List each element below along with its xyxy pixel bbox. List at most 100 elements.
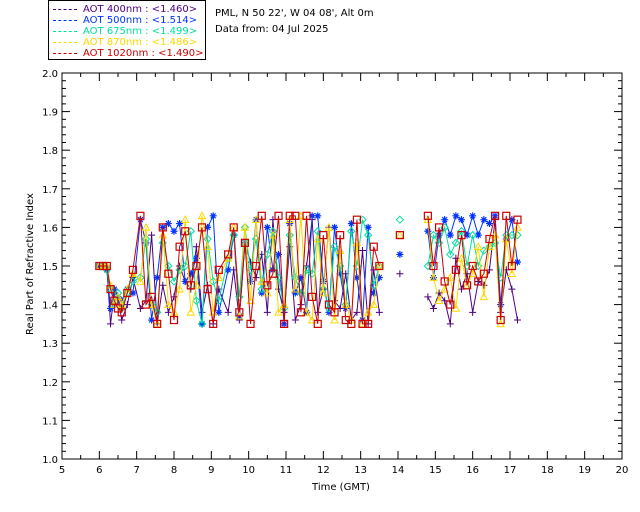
data-point — [106, 285, 115, 294]
legend-label: AOT 870nm : <1.486> — [83, 37, 198, 48]
data-point — [152, 319, 162, 328]
data-point — [169, 277, 179, 286]
data-point — [318, 288, 328, 297]
data-point — [353, 274, 361, 282]
data-point — [375, 308, 383, 316]
data-point — [462, 280, 472, 289]
data-point — [291, 273, 300, 282]
data-point — [352, 238, 362, 247]
y-tick-label: 1.7 — [42, 185, 58, 196]
data-point — [451, 238, 461, 248]
data-point — [352, 215, 362, 224]
data-point — [347, 220, 355, 228]
x-tick-label: 5 — [59, 465, 65, 476]
data-point — [347, 319, 356, 328]
data-point — [502, 211, 511, 220]
data-point — [369, 300, 379, 308]
data-point — [107, 320, 115, 328]
data-point — [175, 284, 184, 293]
data-point — [480, 216, 488, 224]
data-point — [462, 281, 472, 290]
data-point — [285, 230, 294, 240]
data-point — [429, 304, 437, 312]
data-point — [485, 220, 493, 228]
data-point — [330, 242, 339, 251]
data-point — [117, 308, 126, 317]
series-line — [427, 215, 518, 321]
data-point — [240, 238, 250, 247]
x-tick-label: 17 — [504, 465, 517, 476]
data-point — [175, 242, 184, 251]
data-point — [468, 230, 477, 240]
data-point — [341, 300, 351, 308]
data-point — [395, 215, 405, 224]
legend-line-icon — [53, 19, 77, 21]
data-point — [501, 234, 511, 243]
data-point — [110, 296, 119, 305]
data-point — [164, 308, 172, 316]
legend-line-icon — [53, 41, 77, 43]
x-tick-label: 10 — [242, 465, 255, 476]
x-tick-label: 9 — [208, 465, 214, 476]
date-label: Data from: 04 Jul 2025 — [215, 24, 329, 35]
data-point — [164, 300, 173, 308]
legend-label: AOT 1020nm : <1.490> — [83, 48, 204, 59]
data-point — [268, 230, 278, 239]
data-point — [223, 254, 233, 263]
data-point — [240, 222, 250, 231]
x-tick-label: 13 — [354, 465, 367, 476]
data-point — [353, 308, 361, 316]
data-point — [186, 307, 196, 316]
data-point — [263, 308, 271, 316]
legend-line-icon — [53, 8, 77, 10]
data-point — [275, 250, 283, 258]
data-point — [457, 227, 466, 236]
data-point — [479, 292, 489, 301]
data-point — [434, 223, 444, 232]
data-point — [496, 315, 505, 325]
x-tick-label: 6 — [96, 465, 102, 476]
data-point — [268, 269, 278, 278]
data-point — [175, 265, 184, 275]
data-point — [158, 238, 168, 248]
series-line — [427, 219, 518, 324]
data-point — [141, 300, 151, 309]
y-axis-label: Real Part of Refractive Index — [25, 193, 36, 335]
data-point — [507, 261, 516, 271]
data-point — [308, 292, 317, 301]
data-point — [141, 234, 151, 244]
data-point — [330, 308, 339, 317]
data-point — [224, 250, 233, 259]
data-point — [485, 242, 494, 250]
data-point — [363, 230, 373, 240]
y-tick-label: 1.9 — [42, 108, 58, 119]
data-point — [148, 316, 156, 324]
data-point — [251, 234, 261, 244]
data-point — [359, 247, 367, 255]
data-point — [169, 315, 179, 325]
data-point — [285, 211, 294, 220]
data-point — [192, 254, 200, 262]
plot-area: 5 6 7 8 9 10 11 12 13 14 15 16 17 18 19 20 1.0 1.1 1.2 1.3 1… — [42, 69, 628, 476]
data-point — [375, 261, 384, 271]
data-point — [158, 230, 168, 239]
data-point — [331, 223, 339, 231]
data-point — [446, 231, 454, 239]
data-point — [445, 273, 455, 281]
data-point — [274, 307, 283, 316]
data-point — [180, 215, 190, 223]
data-point — [469, 212, 477, 220]
data-point — [291, 289, 299, 297]
data-point — [136, 276, 145, 285]
data-point — [197, 319, 207, 329]
legend-item: AOT 1020nm : <1.490> — [53, 48, 203, 59]
data-point — [148, 231, 156, 239]
data-point — [490, 230, 500, 239]
data-point — [224, 308, 232, 316]
data-point — [247, 277, 255, 285]
data-point — [446, 300, 455, 309]
legend-label: AOT 675nm : <1.499> — [83, 26, 198, 37]
y-tick-label: 1.4 — [42, 301, 58, 312]
data-point — [319, 231, 328, 240]
